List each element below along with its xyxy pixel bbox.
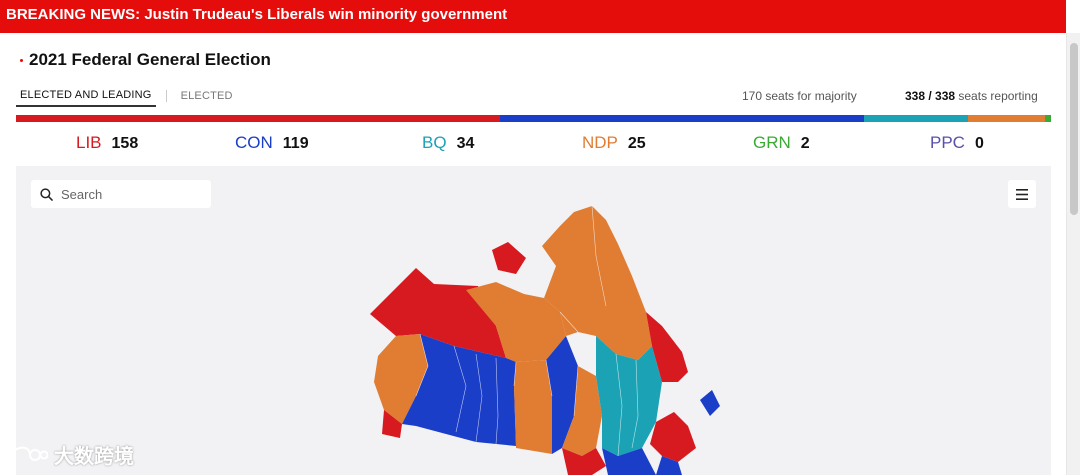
party-abbr: CON — [235, 133, 273, 152]
map-region-ontario-north[interactable] — [546, 336, 578, 454]
map-region-quebec[interactable] — [596, 336, 662, 456]
seat-bar-segment-con — [499, 115, 865, 122]
party-abbr: BQ — [422, 133, 447, 152]
canada-riding-map[interactable] — [356, 186, 736, 475]
title-bullet — [20, 58, 23, 62]
party-bq[interactable]: BQ 34 — [422, 133, 474, 153]
search-placeholder: Search — [61, 186, 103, 202]
election-title: 2021 Federal General Election — [20, 50, 271, 70]
party-abbr: LIB — [76, 133, 102, 152]
seats-reporting-label: seats reporting — [955, 89, 1038, 103]
watermark-logo-icon — [10, 446, 48, 462]
breaking-news-banner[interactable]: BREAKING NEWS: Justin Trudeau's Liberals… — [0, 0, 1066, 33]
party-seat-totals: LIB 158 CON 119 BQ 34 NDP 25 GRN 2 PPC 0 — [16, 133, 1051, 155]
map-menu-button[interactable] — [1008, 180, 1036, 208]
map-region-labrador[interactable] — [646, 312, 688, 382]
breaking-news-text[interactable]: BREAKING NEWS: Justin Trudeau's Liberals… — [6, 6, 508, 23]
party-seats: 158 — [111, 135, 139, 152]
majority-threshold: 170 seats for majority — [742, 89, 857, 103]
scrollbar-thumb[interactable] — [1070, 43, 1078, 215]
map-region-arctic-island[interactable] — [492, 242, 526, 274]
party-abbr: GRN — [753, 133, 791, 152]
map-region-ontario-south[interactable] — [562, 366, 602, 456]
seats-reporting: 338 / 338 seats reporting — [905, 89, 1038, 103]
election-title-text: 2021 Federal General Election — [29, 50, 271, 69]
map-region-newfoundland[interactable] — [700, 390, 720, 416]
riding-map-panel[interactable]: Search — [16, 166, 1051, 475]
party-seats: 34 — [456, 135, 475, 152]
seat-distribution-bar — [16, 115, 1051, 122]
tab-elected[interactable]: ELECTED — [180, 90, 233, 102]
map-region-maritimes[interactable] — [650, 412, 696, 462]
watermark-text: 大数跨境 — [54, 446, 134, 468]
party-seats: 119 — [282, 135, 309, 152]
party-ndp[interactable]: NDP 25 — [582, 133, 646, 153]
page-scrollbar[interactable] — [1066, 33, 1080, 475]
map-region-nunavut-east[interactable] — [542, 206, 652, 360]
riding-boundaries — [415, 205, 639, 457]
seats-reporting-count: 338 / 338 — [905, 89, 956, 103]
seat-bar-segment-ndp — [968, 115, 1045, 122]
party-lib[interactable]: LIB 158 — [76, 133, 138, 153]
watermark: 大数跨境 — [8, 440, 134, 469]
party-seats: 2 — [800, 135, 810, 152]
party-ppc[interactable]: PPC 0 — [930, 133, 984, 153]
hamburger-menu-icon — [1016, 188, 1028, 200]
search-icon — [40, 187, 53, 201]
map-region-manitoba[interactable] — [514, 360, 552, 454]
tab-elected-and-leading[interactable]: ELECTED AND LEADING — [16, 88, 156, 107]
map-region-prairies[interactable] — [402, 334, 516, 446]
map-region-nb[interactable] — [656, 456, 682, 475]
party-seats: 25 — [627, 135, 646, 152]
party-grn[interactable]: GRN 2 — [753, 133, 810, 153]
map-region-bc-coast[interactable] — [374, 334, 428, 424]
map-region-nunavut-west[interactable] — [466, 282, 566, 362]
party-abbr: PPC — [930, 133, 965, 152]
tab-divider — [165, 89, 167, 102]
map-region-gta[interactable] — [562, 448, 606, 475]
party-con[interactable]: CON 119 — [235, 133, 309, 153]
seat-bar-segment-lib — [16, 115, 500, 122]
party-seats: 0 — [974, 135, 984, 152]
map-region-south-cluster[interactable] — [602, 448, 656, 475]
map-region-bc-coast-red[interactable] — [382, 410, 402, 438]
party-abbr: NDP — [582, 133, 618, 152]
search-input[interactable]: Search — [31, 180, 211, 208]
seat-bar-segment-bq — [864, 115, 969, 122]
results-tabs: ELECTED AND LEADING ELECTED — [16, 88, 237, 107]
seat-bar-segment-grn — [1044, 115, 1051, 122]
